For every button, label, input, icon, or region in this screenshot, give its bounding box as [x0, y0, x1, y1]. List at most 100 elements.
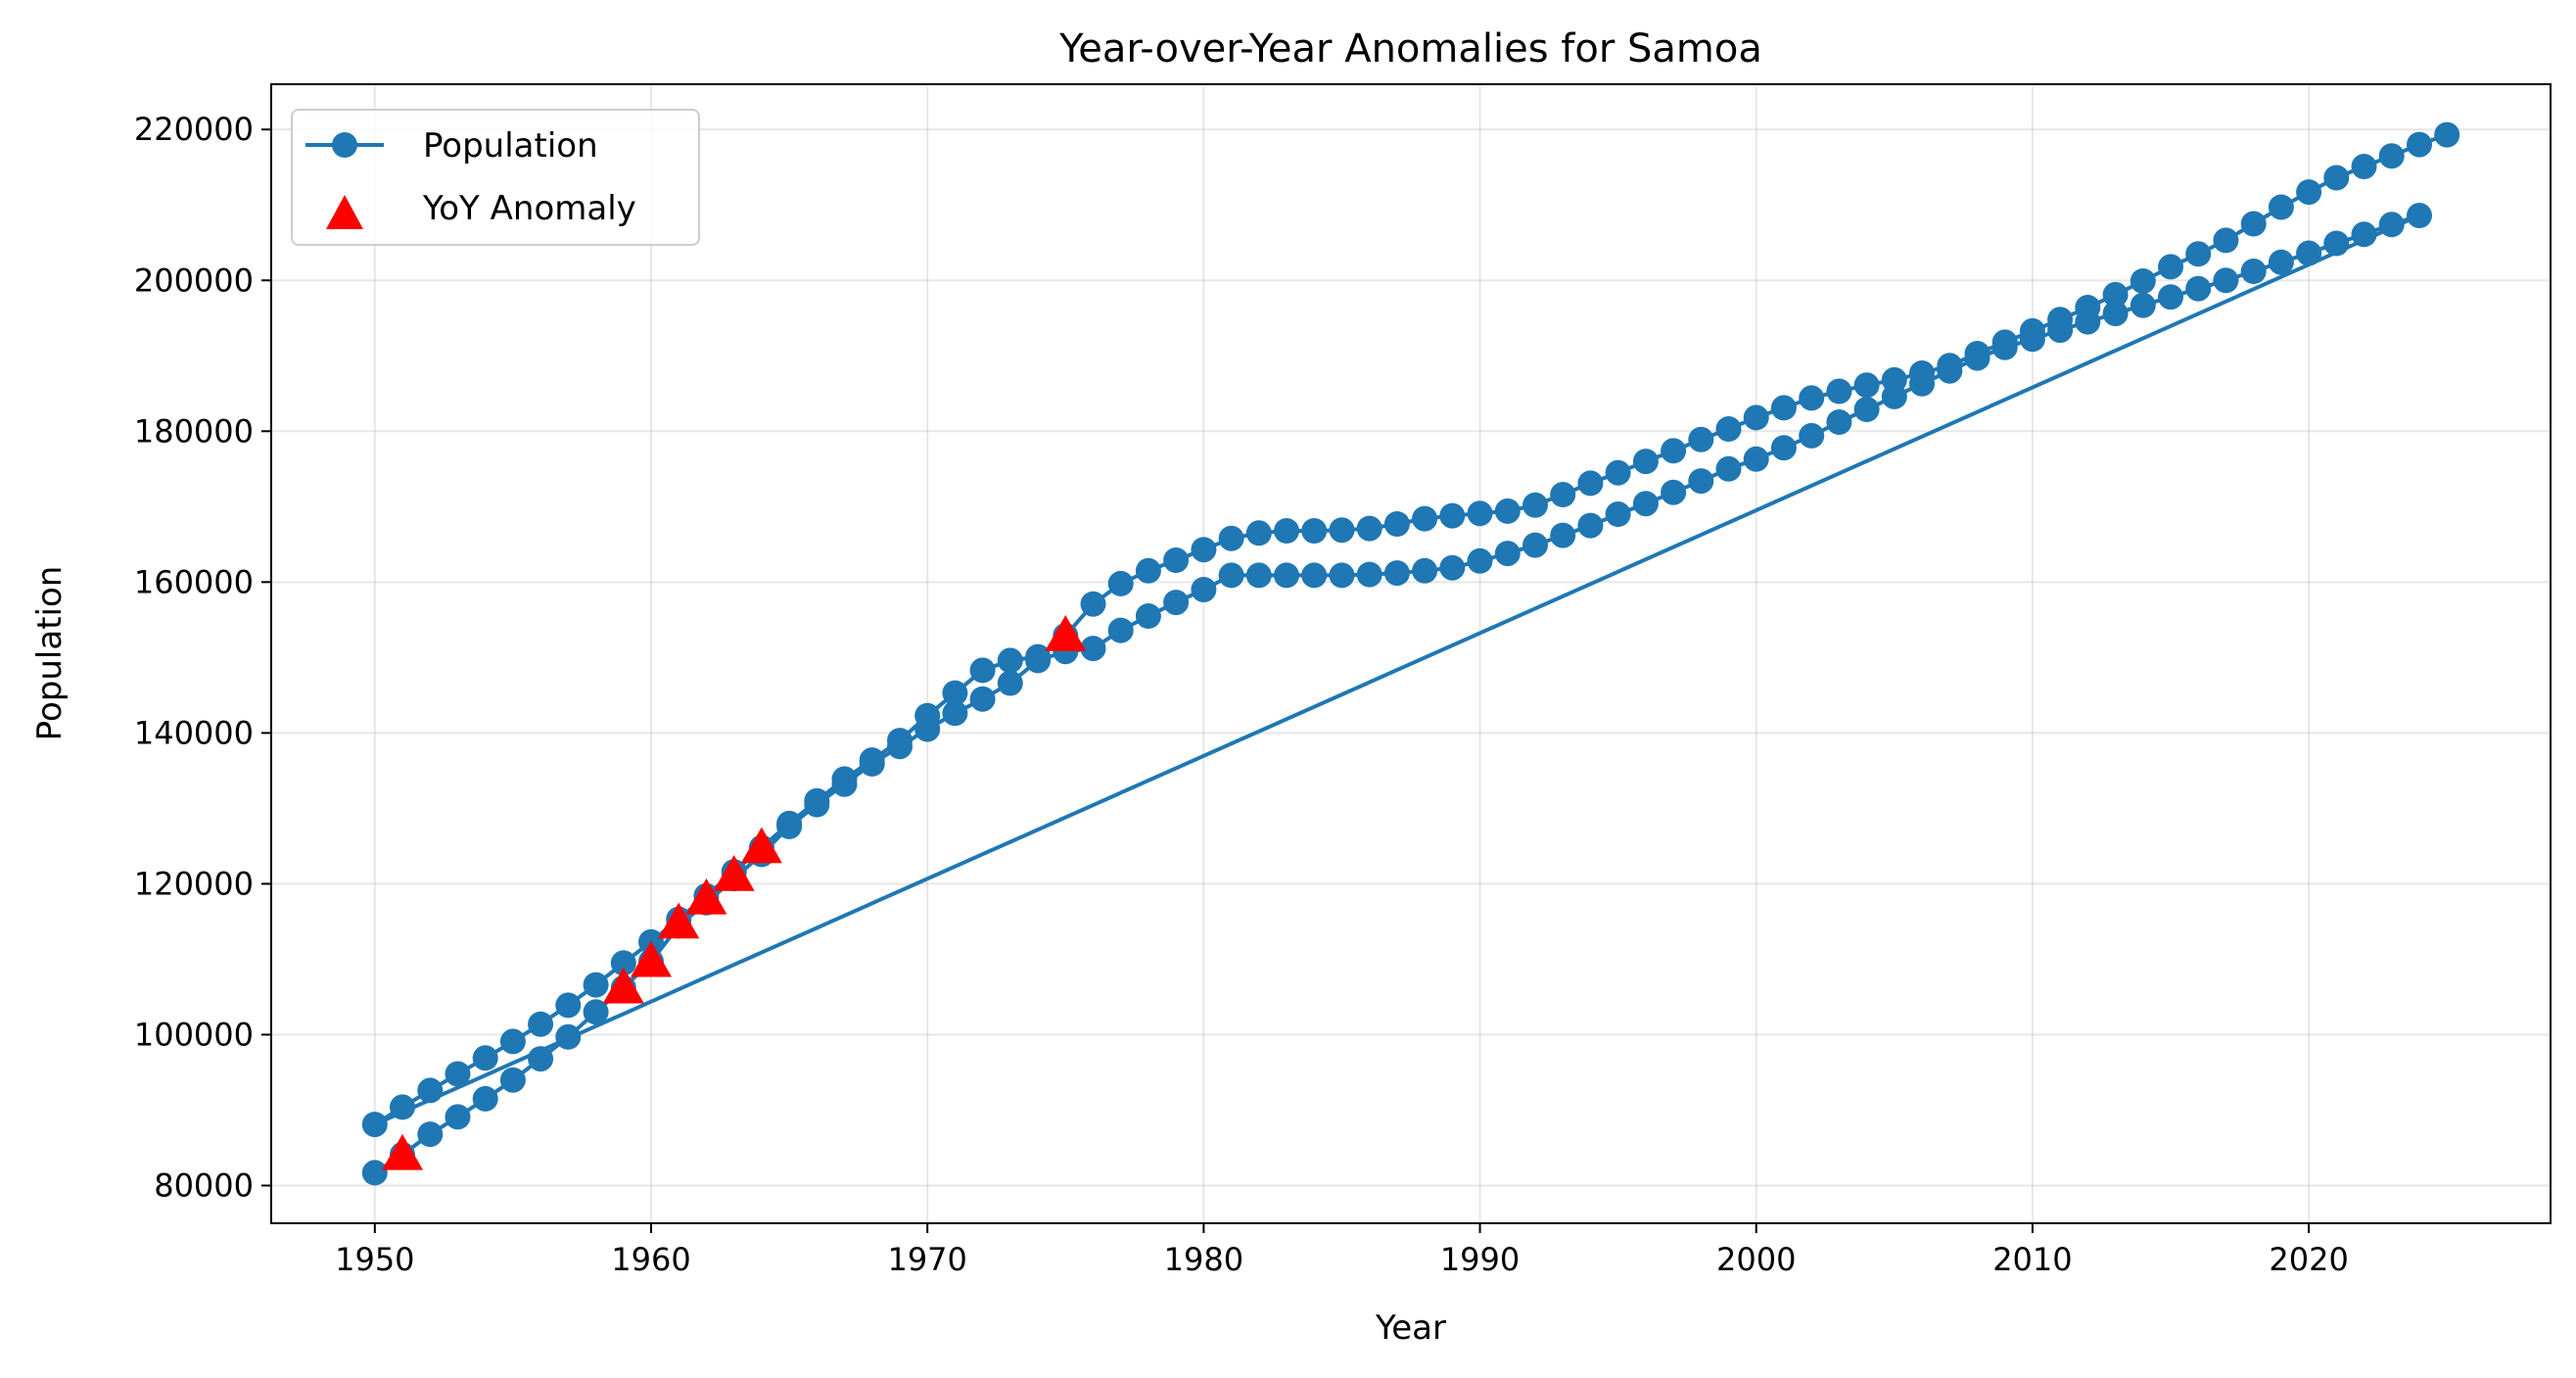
population-point [1383, 511, 1410, 537]
population-point [528, 1011, 554, 1037]
population-point [361, 1160, 388, 1186]
population-point [2378, 143, 2405, 169]
population-point [417, 1077, 444, 1104]
population-point [1383, 560, 1410, 587]
anomaly-point [602, 967, 644, 1004]
population-point [1080, 591, 1106, 617]
population-point [969, 686, 996, 712]
population-point [2407, 203, 2432, 228]
population-point [445, 1104, 471, 1130]
population-point [1715, 455, 1742, 482]
population-point [2378, 212, 2405, 238]
population-point [2323, 165, 2350, 191]
legend-marker-anomaly [326, 195, 363, 229]
y-tick-label: 100000 [134, 1016, 254, 1053]
population-point [1991, 329, 2018, 356]
population-point [1301, 562, 1328, 589]
population-point [2434, 121, 2460, 148]
population-point [1025, 643, 1052, 670]
y-tick-label: 160000 [134, 563, 254, 600]
anomaly-point [1045, 615, 1087, 651]
population-point [942, 680, 968, 706]
x-tick-label: 1970 [887, 1241, 966, 1278]
population-point [1439, 502, 1466, 529]
population-point [1245, 520, 1272, 546]
population-point [1080, 636, 1106, 662]
chart-title: Year-over-Year Anomalies for Samoa [1058, 26, 1762, 71]
population-point [1577, 470, 1604, 497]
population-point [776, 810, 803, 836]
population-point [1356, 515, 1382, 542]
population-point [2102, 281, 2129, 308]
population-point [1329, 562, 1355, 589]
grid [271, 84, 2551, 1223]
population-point [2240, 211, 2267, 237]
population-point [2213, 267, 2239, 294]
population-point [1301, 518, 1328, 544]
y-tick-label: 140000 [134, 714, 254, 751]
anomaly-point [685, 878, 727, 915]
x-tick-label: 1950 [335, 1241, 414, 1278]
population-point [1218, 562, 1244, 589]
population-point [2268, 249, 2294, 275]
population-point [2185, 241, 2212, 267]
population-point [1799, 422, 1825, 449]
anomaly-point [658, 902, 700, 939]
population-point [583, 972, 609, 998]
population-point [1688, 468, 1714, 495]
x-tick-label: 1980 [1164, 1241, 1243, 1278]
population-point [555, 992, 582, 1019]
population-point [1826, 378, 1852, 404]
population-point [1107, 570, 1134, 596]
population-point [583, 999, 609, 1025]
population-point [417, 1121, 444, 1148]
population-point [1799, 385, 1825, 411]
population-point [1329, 517, 1355, 544]
population-point [1494, 498, 1521, 524]
x-tick-label: 2020 [2269, 1241, 2348, 1278]
plot-frame [270, 83, 2552, 1224]
population-point [1163, 590, 1190, 616]
population-point [472, 1085, 498, 1112]
population-point [2019, 317, 2045, 344]
legend-marker-population [332, 132, 357, 158]
population-point [1909, 360, 1935, 386]
population-point [610, 950, 636, 976]
population-point [1218, 525, 1244, 551]
population-point [1688, 426, 1714, 452]
anomaly-point [382, 1133, 424, 1170]
population-point [1632, 449, 1659, 475]
anomaly-point [740, 827, 782, 864]
population-point [831, 766, 858, 792]
population-point [2158, 284, 2183, 310]
population-point [2240, 259, 2267, 284]
population-point [887, 728, 913, 754]
population-point [1550, 482, 1576, 507]
population-point [1715, 416, 1742, 442]
population-point [1135, 557, 1161, 584]
population-point [2296, 240, 2322, 266]
population-point [1135, 603, 1161, 629]
population-point [2047, 307, 2074, 333]
y-tick-label: 200000 [134, 261, 254, 299]
population-point [1881, 366, 1907, 393]
population-point [445, 1061, 471, 1087]
population-point [499, 1067, 526, 1093]
x-tick-label: 1960 [611, 1241, 690, 1278]
population-point [1743, 404, 1769, 431]
population-point [1632, 491, 1659, 517]
legend-label-population: Population [423, 126, 598, 166]
population-point [555, 1023, 582, 1050]
population-point [1522, 492, 1548, 518]
population-point [1107, 617, 1134, 643]
population-point [1770, 435, 1797, 461]
population-point [1605, 501, 1631, 527]
population-point [528, 1046, 554, 1072]
x-tick-label: 2010 [1992, 1241, 2072, 1278]
population-point [1661, 438, 1687, 464]
population-point [1853, 397, 1880, 422]
population-point [1550, 522, 1576, 548]
population-point [1494, 541, 1521, 567]
population-point [1274, 562, 1299, 589]
